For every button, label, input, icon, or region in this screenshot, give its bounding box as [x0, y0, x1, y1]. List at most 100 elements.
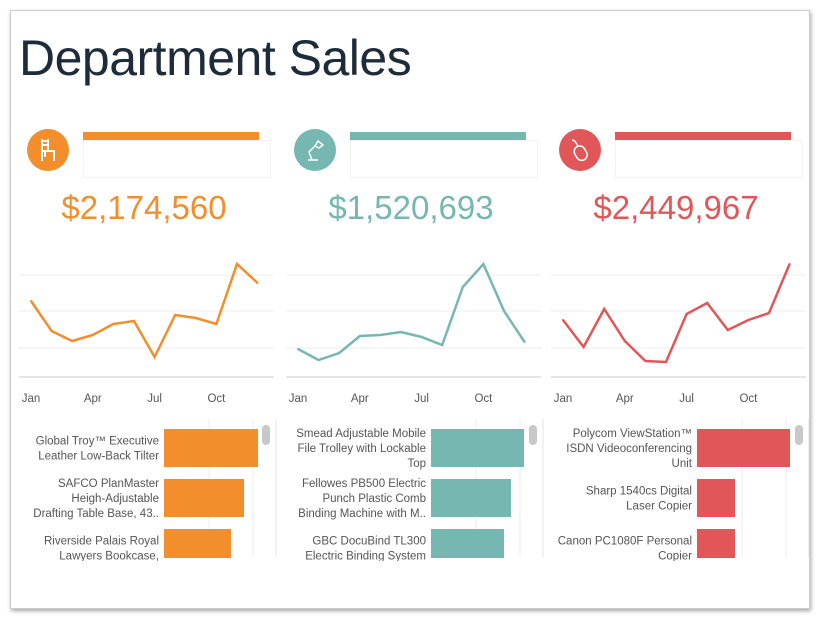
data-point[interactable]: [461, 286, 464, 288]
product-label: Fellowes PB500 Electric: [302, 478, 426, 490]
product-label: Leather Low-Back Tilter: [38, 451, 159, 463]
data-point[interactable]: [747, 319, 750, 321]
product-label: Punch Plastic Comb: [322, 493, 426, 505]
data-point[interactable]: [174, 314, 177, 316]
product-bar[interactable]: [697, 529, 735, 558]
product-bar[interactable]: [164, 479, 244, 517]
data-point[interactable]: [358, 335, 361, 337]
data-point[interactable]: [441, 344, 444, 346]
panel-furniture: $2,174,560 Jan Apr Jul Oct Global Troy™ Execu…: [19, 11, 279, 608]
month-tick: Oct: [207, 393, 226, 405]
sales-line: [297, 261, 526, 362]
data-point[interactable]: [50, 330, 53, 332]
monthly-sales-line-chart: Jan Apr Jul Oct: [551, 263, 806, 405]
scrollbar-thumb[interactable]: [262, 425, 270, 445]
header-bar: [83, 132, 259, 140]
data-point[interactable]: [400, 331, 402, 333]
month-tick: Apr: [616, 393, 634, 405]
dashboard: Department Sales $2,174,560 Jan Apr Jul Oct G…: [10, 10, 810, 609]
header-area: [350, 140, 538, 178]
data-point[interactable]: [665, 361, 667, 363]
header-bar: [350, 132, 526, 140]
data-point[interactable]: [706, 302, 709, 304]
mouse-icon: [559, 129, 601, 171]
product-label: SAFCO PlanMaster: [58, 478, 159, 490]
month-tick: Jul: [147, 393, 162, 405]
data-point[interactable]: [194, 317, 197, 319]
data-point[interactable]: [153, 356, 156, 358]
product-label: Smead Adjustable Mobile: [296, 428, 426, 440]
data-point[interactable]: [215, 323, 218, 325]
page-title: Department Sales: [19, 30, 412, 86]
top-products-bar-chart: Global Troy™ Executive Leather Low-Back T…: [33, 419, 277, 561]
product-label: Polycom ViewStation™: [573, 428, 692, 440]
month-tick: Jan: [22, 393, 41, 405]
chair-icon: [27, 129, 69, 171]
product-bar[interactable]: [431, 529, 504, 558]
total-sales: $1,520,693: [328, 189, 494, 226]
monthly-sales-line-chart: Jan Apr Jul Oct: [286, 261, 541, 405]
data-point[interactable]: [582, 346, 585, 348]
data-point[interactable]: [788, 263, 791, 265]
product-label: GBC DocuBind TL300: [312, 536, 426, 548]
product-label: Electric Binding System: [305, 551, 426, 562]
data-point[interactable]: [768, 312, 770, 314]
product-label: Canon PC1080F Personal: [558, 536, 692, 548]
sales-line: [562, 263, 791, 364]
data-point[interactable]: [562, 319, 564, 321]
total-sales: $2,174,560: [61, 189, 227, 226]
data-point[interactable]: [112, 323, 115, 325]
data-point[interactable]: [644, 360, 647, 362]
panel-technology: $2,449,967 Jan Apr Jul Oct Polycom ViewStatio…: [551, 11, 809, 608]
data-point[interactable]: [685, 313, 688, 315]
top-products-bar-chart: Smead Adjustable Mobile File Trolley with…: [296, 419, 544, 562]
header-bar: [615, 132, 791, 140]
desk-lamp-icon: [294, 129, 336, 171]
data-point[interactable]: [503, 310, 505, 312]
data-point[interactable]: [603, 308, 606, 310]
data-point[interactable]: [420, 336, 423, 338]
product-label: Copier: [658, 551, 692, 562]
top-products-bar-chart: Polycom ViewStation™ ISDN Videoconferenci…: [558, 419, 809, 562]
data-point[interactable]: [317, 359, 320, 361]
data-point[interactable]: [30, 300, 32, 302]
data-point[interactable]: [236, 263, 238, 265]
panel-office-supplies: $1,520,693 Jan Apr Jul Oct Smead Adjustable M…: [286, 11, 546, 608]
product-label: Unit: [672, 458, 693, 470]
month-tick: Jul: [679, 393, 694, 405]
data-point[interactable]: [133, 320, 135, 322]
product-label: Riverside Palais Royal: [44, 536, 159, 548]
product-bar[interactable]: [697, 479, 735, 517]
data-point[interactable]: [523, 341, 526, 343]
month-tick: Oct: [739, 393, 758, 405]
product-label: Heigh-Adjustable: [71, 493, 159, 505]
product-label: Drafting Table Base, 43..: [33, 508, 159, 520]
data-point[interactable]: [379, 334, 382, 336]
data-point[interactable]: [297, 348, 299, 350]
month-tick: Jan: [289, 393, 308, 405]
data-point[interactable]: [71, 340, 74, 342]
product-label: Global Troy™ Executive: [36, 436, 159, 448]
sales-line: [29, 261, 259, 360]
data-point[interactable]: [726, 329, 729, 331]
product-bar[interactable]: [164, 529, 231, 558]
header-area: [615, 140, 803, 178]
total-sales: $2,449,967: [593, 189, 759, 226]
month-tick: Jan: [554, 393, 573, 405]
product-bar[interactable]: [164, 429, 258, 467]
product-bar[interactable]: [697, 429, 790, 467]
month-tick: Apr: [351, 393, 369, 405]
header-area: [83, 140, 271, 178]
product-bar[interactable]: [431, 429, 524, 467]
month-tick: Jul: [414, 393, 429, 405]
product-label: Binding Machine with M..: [298, 508, 426, 520]
data-point[interactable]: [256, 282, 259, 284]
data-point[interactable]: [482, 263, 485, 265]
scrollbar-thumb[interactable]: [795, 425, 803, 445]
monthly-sales-line-chart: Jan Apr Jul Oct: [19, 261, 274, 405]
scrollbar-thumb[interactable]: [529, 425, 537, 445]
data-point[interactable]: [91, 334, 94, 336]
product-bar[interactable]: [431, 479, 511, 517]
data-point[interactable]: [338, 352, 341, 354]
data-point[interactable]: [623, 340, 626, 342]
